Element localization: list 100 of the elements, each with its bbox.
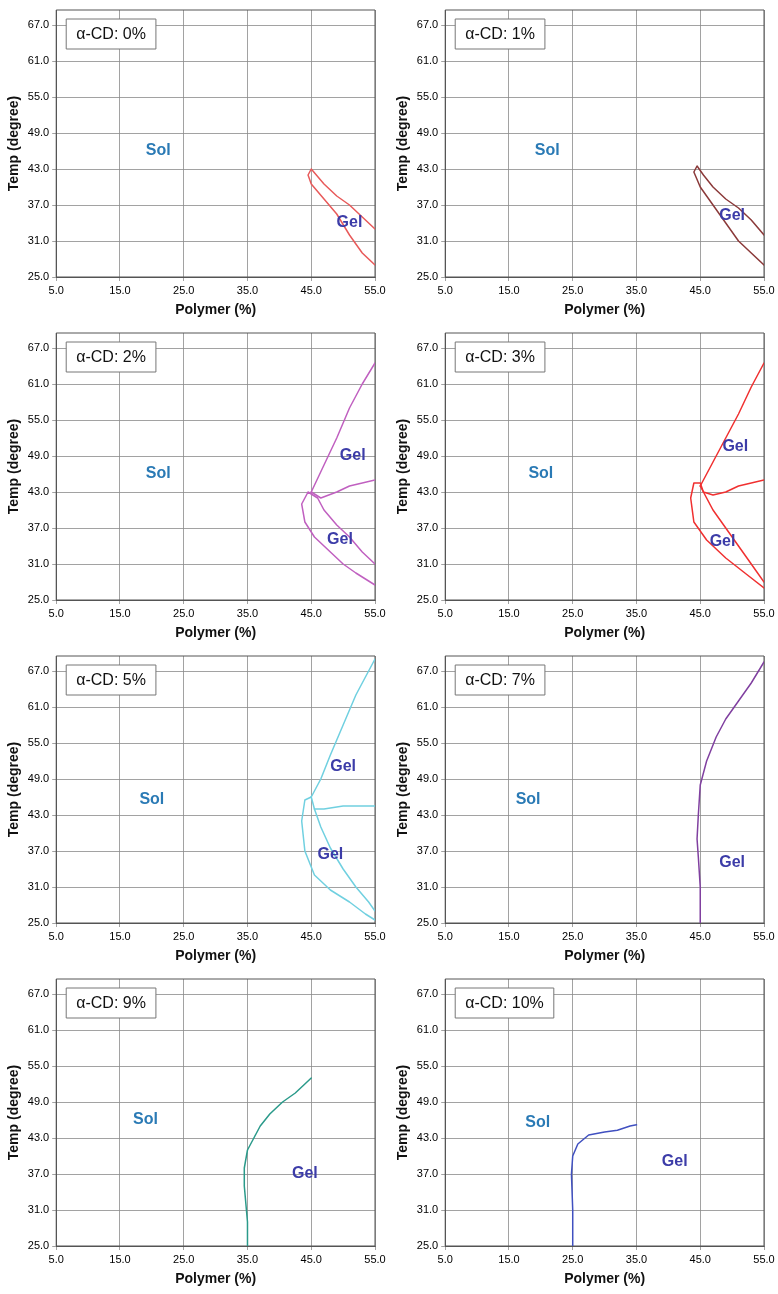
y-tick-label: 61.0 (27, 377, 50, 390)
y-tick-label: 61.0 (416, 54, 439, 67)
text: α-CD: 5% (76, 671, 146, 689)
x-tick-label: 5.0 (437, 929, 453, 942)
x-tick-label: 25.0 (562, 606, 584, 619)
y-tick-label: 67.0 (27, 18, 50, 31)
y-tick-label: 43.0 (27, 1131, 50, 1144)
x-axis-title: Polymer (%) (564, 1270, 646, 1287)
x-tick-label: 55.0 (364, 1252, 386, 1265)
y-tick-label: 43.0 (27, 485, 50, 498)
x-tick-label: 55.0 (753, 929, 775, 942)
x-axis-title: Polymer (%) (175, 624, 257, 641)
y-tick-label: 25.0 (27, 270, 50, 283)
y-tick-label: 37.0 (416, 198, 439, 211)
y-tick-label: 61.0 (27, 54, 50, 67)
x-tick-label: 55.0 (364, 606, 386, 619)
y-tick-label: 67.0 (416, 664, 439, 677)
y-tick-label: 25.0 (27, 916, 50, 929)
y-tick-label: 31.0 (27, 234, 50, 247)
x-tick-label: 55.0 (753, 1252, 775, 1265)
y-tick-label: 61.0 (416, 377, 439, 390)
annotation: Sol (133, 1110, 158, 1128)
x-axis-title: Polymer (%) (175, 1270, 257, 1287)
y-tick-label: 49.0 (416, 772, 439, 785)
y-tick-label: 55.0 (27, 1059, 50, 1072)
y-tick-label: 55.0 (27, 90, 50, 103)
y-tick-label: 25.0 (416, 270, 439, 283)
x-tick-label: 35.0 (236, 283, 259, 296)
y-tick-label: 31.0 (416, 880, 439, 893)
y-tick-label: 49.0 (27, 449, 50, 462)
y-axis-title: Temp (degree) (5, 741, 22, 838)
x-tick-label: 5.0 (48, 606, 64, 619)
annotation: Gel (661, 1152, 688, 1170)
y-tick-label: 55.0 (27, 413, 50, 426)
y-tick-label: 31.0 (27, 1203, 50, 1216)
x-tick-label: 45.0 (689, 1252, 711, 1265)
x-tick-label: 5.0 (48, 1252, 64, 1265)
x-tick-label: 35.0 (625, 1252, 648, 1265)
y-tick-label: 37.0 (27, 198, 50, 211)
y-tick-label: 43.0 (416, 162, 439, 175)
y-tick-label: 49.0 (27, 1095, 50, 1108)
y-tick-label: 55.0 (27, 736, 50, 749)
annotation: Sol (139, 790, 165, 808)
y-tick-label: 25.0 (416, 1239, 439, 1252)
y-axis-title: Temp (degree) (394, 95, 411, 192)
y-tick-label: 61.0 (416, 700, 439, 713)
annotation: Gel (719, 853, 746, 871)
x-tick-label: 25.0 (173, 606, 195, 619)
y-tick-label: 25.0 (27, 1239, 50, 1252)
y-tick-label: 67.0 (416, 18, 439, 31)
annotation: Gel (709, 531, 736, 549)
y-tick-label: 67.0 (416, 341, 439, 354)
x-tick-label: 15.0 (498, 929, 520, 942)
y-tick-label: 31.0 (416, 1203, 439, 1216)
x-tick-label: 25.0 (173, 1252, 195, 1265)
annotation: Gel (339, 446, 366, 464)
text: α-CD: 1% (465, 25, 535, 43)
y-tick-label: 37.0 (27, 521, 50, 534)
y-tick-label: 67.0 (27, 987, 50, 1000)
x-tick-label: 25.0 (562, 283, 584, 296)
y-tick-label: 31.0 (416, 557, 439, 570)
y-tick-label: 43.0 (416, 808, 439, 821)
y-tick-label: 25.0 (27, 593, 50, 606)
y-tick-label: 49.0 (27, 126, 50, 139)
x-tick-label: 45.0 (300, 929, 322, 942)
y-tick-label: 55.0 (416, 413, 439, 426)
x-tick-label: 15.0 (498, 606, 520, 619)
y-axis-title: Temp (degree) (5, 95, 22, 192)
x-tick-label: 45.0 (300, 1252, 322, 1265)
annotation: Sol (534, 141, 560, 159)
x-tick-label: 35.0 (236, 1252, 259, 1265)
y-tick-label: 49.0 (416, 1095, 439, 1108)
y-tick-label: 67.0 (27, 341, 50, 354)
y-tick-label: 61.0 (416, 1023, 439, 1036)
x-tick-label: 35.0 (236, 606, 259, 619)
x-tick-label: 45.0 (300, 283, 322, 296)
x-tick-label: 15.0 (498, 283, 520, 296)
x-tick-label: 15.0 (109, 929, 131, 942)
y-axis-title: Temp (degree) (5, 418, 22, 515)
x-tick-label: 25.0 (562, 929, 584, 942)
y-tick-label: 61.0 (27, 700, 50, 713)
y-tick-label: 25.0 (416, 593, 439, 606)
x-tick-label: 55.0 (364, 283, 386, 296)
x-tick-label: 15.0 (498, 1252, 520, 1265)
y-tick-label: 25.0 (416, 916, 439, 929)
x-tick-label: 25.0 (562, 1252, 584, 1265)
x-tick-label: 35.0 (236, 929, 259, 942)
y-tick-label: 43.0 (416, 485, 439, 498)
text: α-CD: 9% (76, 994, 146, 1012)
y-tick-label: 43.0 (27, 162, 50, 175)
annotation: Gel (722, 437, 749, 455)
x-tick-label: 45.0 (689, 606, 711, 619)
x-tick-label: 35.0 (625, 606, 648, 619)
y-axis-title: Temp (degree) (5, 1064, 22, 1161)
annotation: Sol (145, 141, 171, 159)
text: α-CD: 7% (465, 671, 535, 689)
y-tick-label: 67.0 (27, 664, 50, 677)
y-axis-title: Temp (degree) (394, 418, 411, 515)
annotation: Gel (327, 530, 353, 548)
x-tick-label: 5.0 (437, 283, 453, 296)
